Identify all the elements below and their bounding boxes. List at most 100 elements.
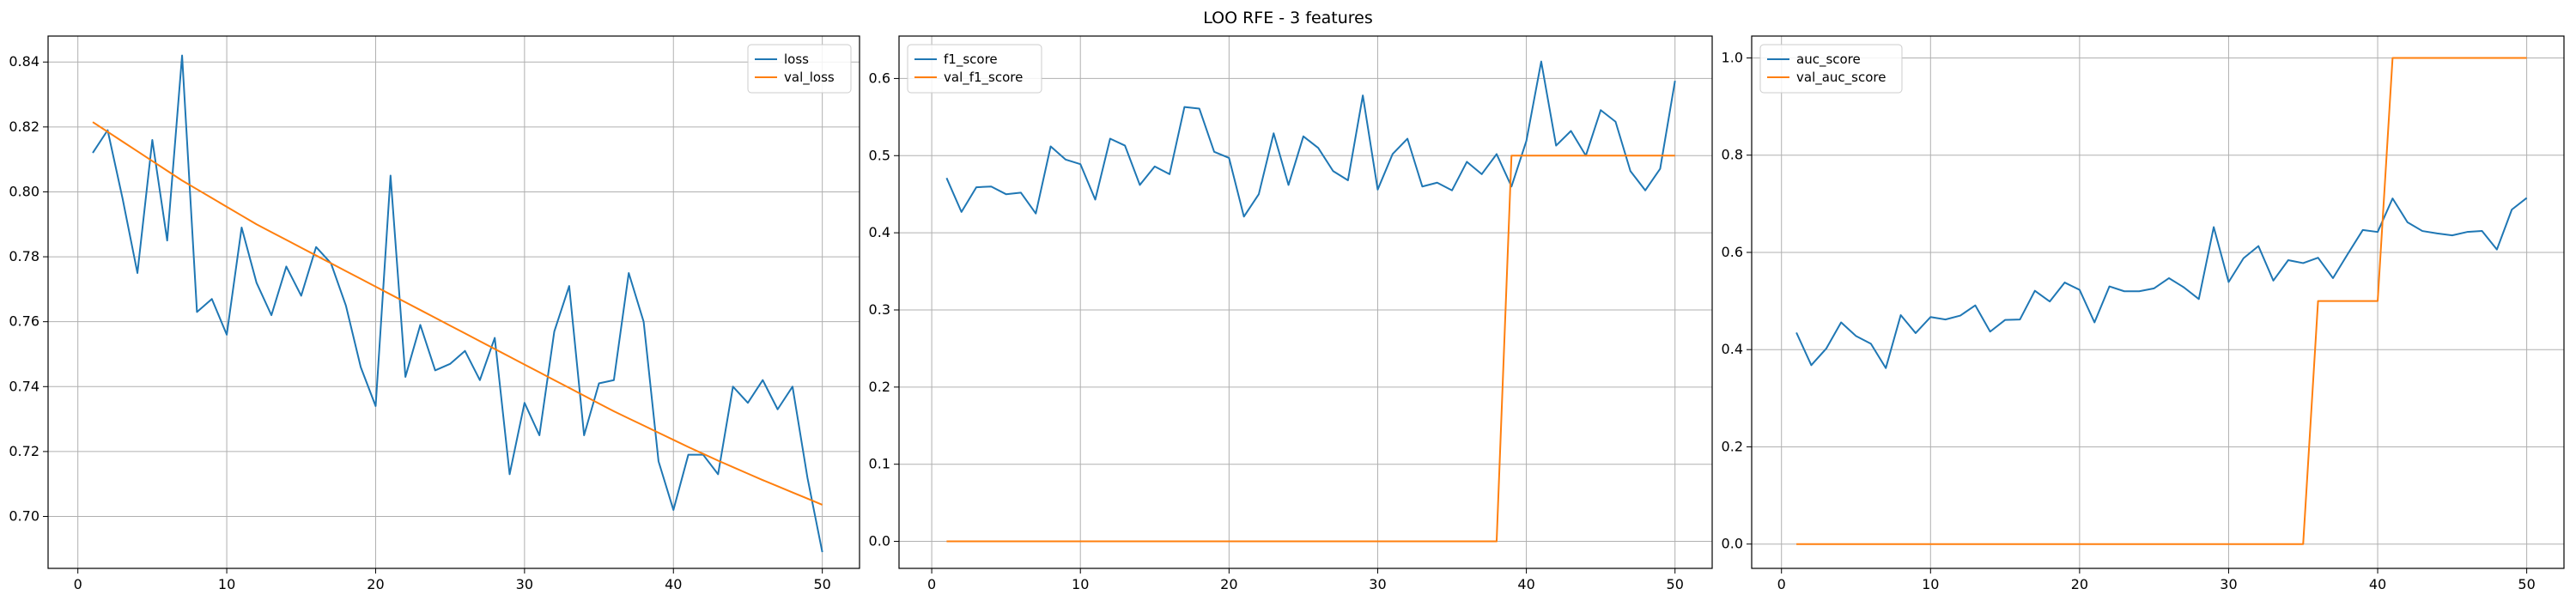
chart-3-ytick-label-4: 0.8 bbox=[1722, 147, 1743, 163]
chart-1: 0 10 20 30 40 50 0.70 0.72 0.74 0.76 0.78 0.80 0.82 0… bbox=[9, 35, 860, 592]
chart-2-ytick-6: 0.6 bbox=[869, 70, 899, 86]
chart-3-series-val_auc_score bbox=[1796, 57, 2527, 545]
chart-3-xtick-1: 10 bbox=[1922, 568, 1939, 592]
chart-1-xtick-label-3: 30 bbox=[516, 576, 533, 592]
chart-3-legend-label-auc_score: auc_score bbox=[1796, 52, 1861, 68]
chart-1-series-val_loss bbox=[92, 121, 823, 506]
chart-1-legend: loss val_loss bbox=[747, 44, 852, 94]
chart-3-series-auc_score bbox=[1795, 197, 2528, 369]
chart-3-xtick-3: 30 bbox=[2220, 568, 2238, 592]
chart-2-xtick-3: 30 bbox=[1369, 568, 1387, 592]
chart-3: 0 10 20 30 40 50 0.0 0.2 0.4 0.6 0.8 1.0 auc_scoreva… bbox=[1722, 35, 2565, 592]
chart-2-xtick-label-5: 50 bbox=[1667, 576, 1684, 592]
chart-1-ytick-label-2: 0.74 bbox=[9, 378, 39, 394]
chart-2-ytick-label-0: 0.0 bbox=[869, 533, 890, 549]
chart-3-ytick-3: 0.6 bbox=[1722, 244, 1752, 260]
chart-3-ytick-1: 0.2 bbox=[1722, 438, 1752, 454]
chart-1-xtick-4: 40 bbox=[665, 568, 682, 592]
chart-1-xtick-label-0: 0 bbox=[74, 576, 82, 592]
chart-2-series-f1_score bbox=[945, 60, 1676, 218]
chart-3-ytick-0: 0.0 bbox=[1722, 536, 1752, 552]
chart-1-legend-label-val_loss: val_loss bbox=[784, 70, 835, 86]
chart-1-ytick-label-1: 0.72 bbox=[9, 443, 39, 459]
chart-1-ytick-label-5: 0.80 bbox=[9, 183, 39, 199]
chart-2-legend-label-val_f1_score: val_f1_score bbox=[944, 70, 1023, 86]
chart-3-xtick-0: 0 bbox=[1777, 568, 1786, 592]
chart-3-xtick-label-2: 20 bbox=[2071, 576, 2088, 592]
chart-1-xtick-0: 0 bbox=[74, 568, 82, 592]
chart-1-xtick-2: 20 bbox=[367, 568, 385, 592]
chart-3-ytick-label-5: 1.0 bbox=[1722, 49, 1743, 65]
chart-3-xtick-label-4: 40 bbox=[2369, 576, 2386, 592]
chart-3-ytick-5: 1.0 bbox=[1722, 49, 1752, 65]
chart-3-legend-label-val_auc_score: val_auc_score bbox=[1796, 70, 1886, 86]
chart-1-ytick-label-6: 0.82 bbox=[9, 118, 39, 135]
chart-1-ytick-1: 0.72 bbox=[9, 443, 48, 459]
chart-2-legend-box bbox=[907, 44, 1042, 94]
chart-3-legend: auc_score val_auc_score bbox=[1759, 44, 1903, 94]
chart-2-legend: f1_score val_f1_score bbox=[907, 44, 1042, 94]
chart-1-ytick-5: 0.80 bbox=[9, 183, 48, 199]
chart-3-xtick-4: 40 bbox=[2369, 568, 2386, 592]
chart-2-ytick-3: 0.3 bbox=[869, 301, 899, 318]
chart-3-frame bbox=[1751, 35, 2565, 569]
chart-3-ytick-label-0: 0.0 bbox=[1722, 536, 1743, 552]
chart-3-xtick-label-1: 10 bbox=[1922, 576, 1939, 592]
chart-1-legend-box bbox=[747, 44, 852, 94]
chart-2-ytick-5: 0.5 bbox=[869, 147, 899, 163]
chart-2-ytick-label-1: 0.1 bbox=[869, 456, 890, 472]
chart-2-ytick-label-6: 0.6 bbox=[869, 70, 890, 86]
chart-1-ytick-4: 0.78 bbox=[9, 248, 48, 264]
chart-2-series-val_f1_score bbox=[946, 155, 1675, 543]
chart-3-ytick-2: 0.4 bbox=[1722, 341, 1752, 357]
chart-2-ytick-label-5: 0.5 bbox=[869, 147, 890, 163]
chart-2-xtick-5: 50 bbox=[1667, 568, 1684, 592]
chart-1-ytick-2: 0.74 bbox=[9, 378, 48, 394]
chart-1-xtick-label-2: 20 bbox=[367, 576, 384, 592]
chart-1-xtick-1: 10 bbox=[218, 568, 235, 592]
chart-1-ytick-label-7: 0.84 bbox=[9, 53, 39, 70]
chart-3-legend-box bbox=[1759, 44, 1903, 94]
chart-3-xtick-label-5: 50 bbox=[2518, 576, 2535, 592]
chart-1-ytick-label-0: 0.70 bbox=[9, 508, 39, 525]
chart-2: 0 10 20 30 40 50 0.0 0.1 0.2 0.3 0.4 0.5 0.6 f1_score… bbox=[869, 35, 1713, 592]
chart-2-ytick-label-4: 0.4 bbox=[869, 224, 890, 240]
chart-2-xtick-label-1: 10 bbox=[1072, 576, 1089, 592]
chart-2-ytick-0: 0.0 bbox=[869, 533, 899, 549]
chart-1-ytick-6: 0.82 bbox=[9, 118, 48, 135]
chart-3-xtick-label-0: 0 bbox=[1777, 576, 1786, 592]
chart-2-xtick-4: 40 bbox=[1517, 568, 1535, 592]
chart-1-series-loss bbox=[92, 54, 823, 553]
chart-2-ytick-4: 0.4 bbox=[869, 224, 899, 240]
chart-1-ytick-0: 0.70 bbox=[9, 508, 48, 525]
chart-3-ytick-label-2: 0.4 bbox=[1722, 341, 1743, 357]
chart-2-legend-label-f1_score: f1_score bbox=[944, 52, 998, 68]
chart-1-ytick-label-4: 0.78 bbox=[9, 248, 39, 264]
chart-2-xtick-0: 0 bbox=[927, 568, 936, 592]
chart-1-xtick-label-1: 10 bbox=[218, 576, 235, 592]
chart-1-xtick-3: 30 bbox=[516, 568, 533, 592]
chart-2-xtick-1: 10 bbox=[1072, 568, 1089, 592]
chart-2-frame bbox=[898, 35, 1713, 569]
chart-3-xtick-label-3: 30 bbox=[2220, 576, 2237, 592]
chart-1-frame bbox=[47, 35, 860, 569]
chart-3-ytick-label-3: 0.6 bbox=[1722, 244, 1743, 260]
chart-2-ytick-label-2: 0.2 bbox=[869, 379, 890, 395]
chart-1-xtick-label-5: 50 bbox=[813, 576, 830, 592]
chart-2-xtick-label-4: 40 bbox=[1517, 576, 1534, 592]
chart-2-ytick-label-3: 0.3 bbox=[869, 301, 890, 318]
chart-2-ytick-2: 0.2 bbox=[869, 379, 899, 395]
chart-2-xtick-label-0: 0 bbox=[927, 576, 936, 592]
chart-3-ytick-4: 0.8 bbox=[1722, 147, 1752, 163]
chart-2-xtick-label-2: 20 bbox=[1220, 576, 1237, 592]
chart-2-ytick-1: 0.1 bbox=[869, 456, 899, 472]
chart-1-xtick-label-4: 40 bbox=[665, 576, 682, 592]
chart-1-xtick-5: 50 bbox=[813, 568, 831, 592]
chart-1-ytick-7: 0.84 bbox=[9, 53, 48, 70]
chart-2-xtick-label-3: 30 bbox=[1369, 576, 1386, 592]
chart-3-xtick-2: 20 bbox=[2071, 568, 2088, 592]
figure-suptitle: LOO RFE - 3 features bbox=[1203, 9, 1373, 27]
chart-2-xtick-2: 20 bbox=[1220, 568, 1238, 592]
